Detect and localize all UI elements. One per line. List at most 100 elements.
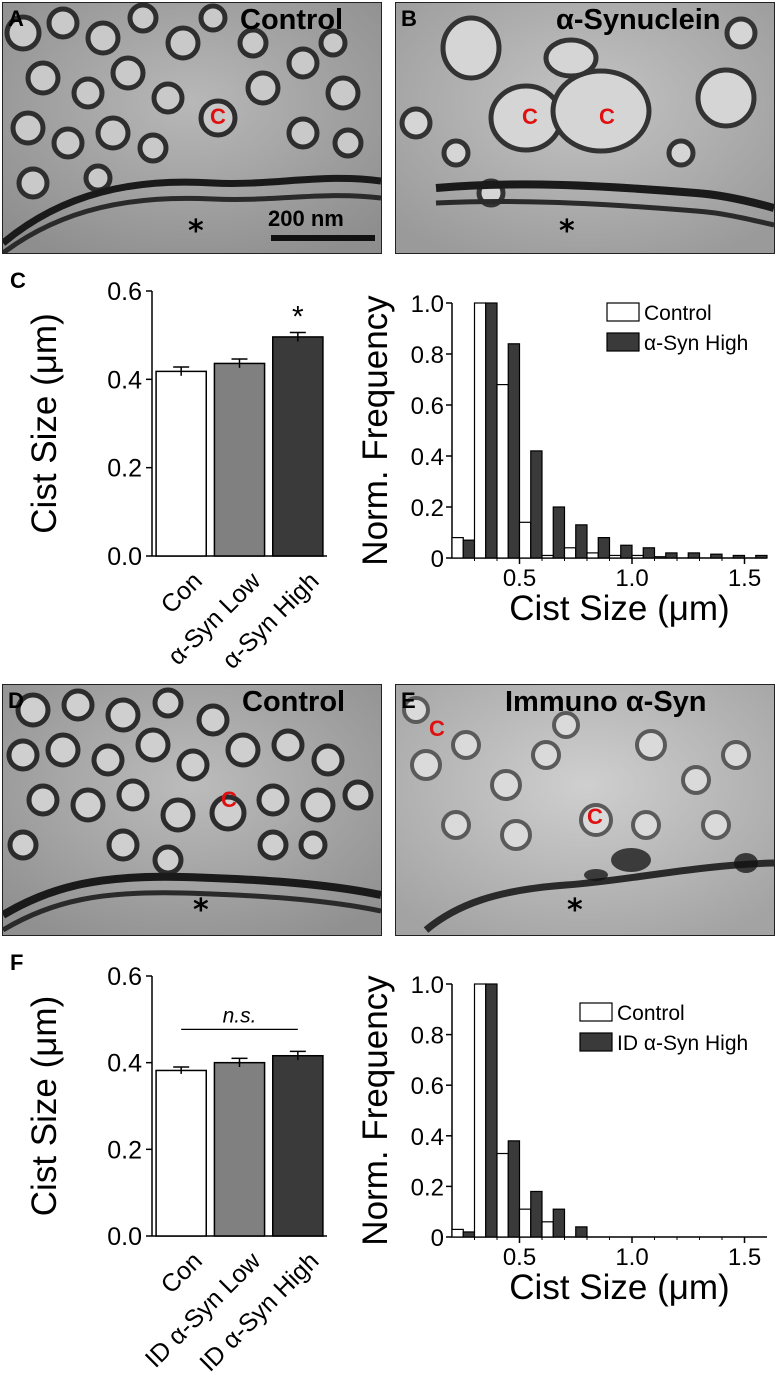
histogram-bar (563, 547, 577, 559)
x-tick-label: 1.0 (615, 565, 648, 592)
histogram-bar (620, 544, 633, 559)
y-tick-label: 0.2 (411, 1174, 444, 1201)
cist-label: C (221, 787, 237, 812)
histogram-bar (642, 547, 656, 559)
y-axis-label: Cist Size (μm) (25, 313, 64, 533)
y-tick-label: 0.6 (411, 1073, 444, 1100)
cist-label: C (429, 716, 445, 741)
em-image-control-d (2, 684, 382, 936)
histogram-bar (518, 521, 532, 559)
y-tick-label: 0.8 (411, 342, 444, 369)
y-tick-label: 1.0 (411, 291, 444, 318)
histogram-bar (518, 1208, 532, 1238)
legend-label: Control (644, 302, 712, 325)
histogram-bar (496, 383, 509, 559)
cist-label: C (522, 104, 538, 129)
x-tick-label: 1.5 (728, 1244, 761, 1271)
histogram-bar (687, 552, 701, 559)
y-axis-label: Cist Size (μm) (25, 996, 64, 1216)
histogram-bar (530, 450, 543, 559)
histogram-bar (462, 1231, 476, 1238)
y-tick-label: 0.4 (107, 1050, 142, 1078)
em-image-control-a (2, 2, 382, 254)
x-tick-label: 1.5 (728, 565, 761, 592)
histogram-bar (608, 554, 622, 559)
histogram-bar (473, 983, 487, 1238)
y-axis-label: Norm. Frequency (356, 975, 395, 1246)
legend-label: α-Syn High (644, 332, 748, 355)
x-axis-label: Cist Size (μm) (509, 1268, 729, 1307)
histogram-bar (575, 1226, 588, 1238)
y-tick-label: 0.2 (107, 1136, 142, 1164)
panel-letter-f: F (10, 950, 24, 975)
y-tick-label: 0.4 (411, 1124, 444, 1151)
bar (272, 1054, 324, 1237)
histogram-bar (755, 554, 768, 559)
histogram-bar (575, 524, 588, 559)
x-category-label: Con (156, 1247, 208, 1299)
histogram-bar (451, 1228, 464, 1238)
histogram-bar (631, 554, 644, 559)
legend-label: ID α-Syn High (617, 1032, 748, 1055)
panel-letter-b: B (401, 6, 417, 31)
panel-title-b: α-Synuclein (556, 4, 721, 36)
x-tick-label: 0.5 (503, 1244, 536, 1271)
bar (272, 336, 324, 557)
bar (155, 370, 207, 557)
y-tick-label: 0.4 (411, 444, 444, 471)
histogram-bar (507, 1140, 521, 1238)
histogram-bar (653, 556, 667, 559)
asterisk-marker: * (559, 214, 575, 249)
y-tick-label: 0 (431, 546, 444, 573)
cist-label: C (599, 104, 615, 129)
y-tick-label: 0.6 (411, 393, 444, 420)
bar (213, 1061, 266, 1237)
y-tick-label: 0.8 (411, 1023, 444, 1050)
asterisk-marker: * (193, 893, 209, 928)
histogram-bar (462, 539, 476, 559)
histogram-bar (710, 553, 723, 559)
histogram-bar (552, 1208, 566, 1238)
histogram-bar (541, 1221, 554, 1238)
y-tick-label: 0.0 (107, 1223, 142, 1251)
histogram-bar (485, 302, 498, 559)
significance-label: n.s. (223, 1004, 257, 1027)
y-tick-label: 0 (431, 1225, 444, 1252)
y-tick-label: 0.4 (107, 366, 142, 394)
scale-bar-label: 200 nm (268, 206, 344, 231)
bar (155, 1069, 207, 1237)
legend-swatch (579, 1032, 613, 1052)
x-axis-label: Cist Size (μm) (509, 589, 729, 628)
cist-label: C (587, 804, 603, 829)
asterisk-marker: * (188, 214, 204, 249)
histogram-bar (541, 554, 554, 559)
histogram-bar (507, 343, 521, 559)
y-tick-label: 0.6 (107, 278, 142, 306)
panel-title-e: Immuno α-Syn (505, 686, 707, 718)
histogram-c: 0 0.2 0.4 0.6 0.8 1.0 0.5 1.0 1.5 Norm. Frequency… (356, 291, 768, 628)
histogram-bar (473, 302, 487, 559)
em-image-immuno-e (395, 684, 775, 936)
y-tick-label: 0.6 (107, 963, 142, 991)
legend-swatch (606, 302, 640, 322)
panel-letter-d: D (8, 688, 24, 713)
y-tick-label: 0.2 (107, 455, 142, 483)
histogram-bar (597, 537, 611, 559)
em-image-synuclein-b (395, 2, 775, 254)
panel-letter-a: A (8, 6, 24, 31)
x-tick-label: 1.0 (615, 1244, 648, 1271)
cist-label: C (210, 104, 226, 129)
x-tick-label: 0.5 (503, 565, 536, 592)
panel-letter-e: E (401, 688, 416, 713)
histogram-bar (530, 1190, 543, 1238)
bar (213, 362, 266, 557)
histogram-bar (485, 983, 498, 1238)
legend-label: Control (617, 1002, 685, 1025)
y-tick-label: 0.2 (411, 495, 444, 522)
histogram-bar (586, 552, 599, 559)
histogram-bar (732, 554, 746, 559)
histogram-bar (496, 1152, 509, 1238)
x-category-label: Con (156, 567, 208, 619)
y-tick-label: 1.0 (411, 972, 444, 999)
